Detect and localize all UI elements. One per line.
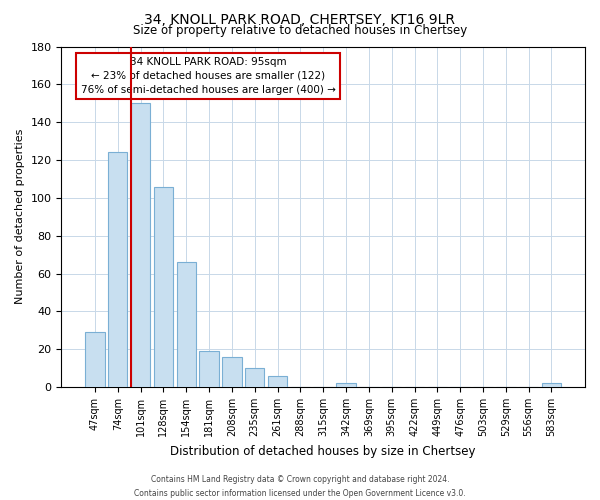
Bar	[131, 104, 150, 387]
Bar	[85, 332, 104, 387]
Bar	[108, 152, 127, 387]
Bar	[222, 357, 242, 387]
Bar	[542, 384, 561, 387]
Text: 34 KNOLL PARK ROAD: 95sqm
← 23% of detached houses are smaller (122)
76% of semi: 34 KNOLL PARK ROAD: 95sqm ← 23% of detac…	[80, 56, 335, 94]
X-axis label: Distribution of detached houses by size in Chertsey: Distribution of detached houses by size …	[170, 444, 476, 458]
Bar	[176, 262, 196, 387]
Bar	[154, 186, 173, 387]
Text: Contains HM Land Registry data © Crown copyright and database right 2024.
Contai: Contains HM Land Registry data © Crown c…	[134, 476, 466, 498]
Bar	[199, 351, 219, 387]
Bar	[337, 384, 356, 387]
Y-axis label: Number of detached properties: Number of detached properties	[15, 129, 25, 304]
Text: Size of property relative to detached houses in Chertsey: Size of property relative to detached ho…	[133, 24, 467, 37]
Text: 34, KNOLL PARK ROAD, CHERTSEY, KT16 9LR: 34, KNOLL PARK ROAD, CHERTSEY, KT16 9LR	[145, 12, 455, 26]
Bar	[245, 368, 265, 387]
Bar	[268, 376, 287, 387]
